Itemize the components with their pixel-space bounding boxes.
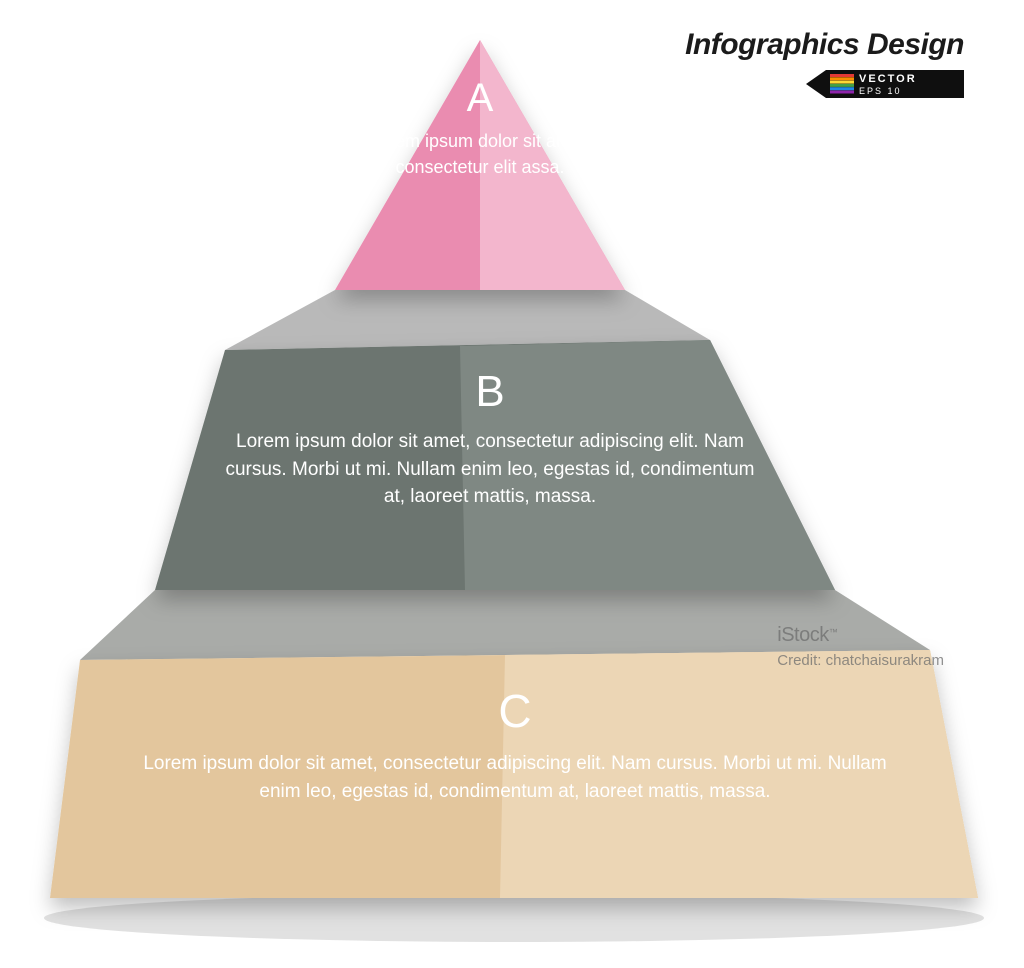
trademark-icon: ™ xyxy=(829,627,838,637)
watermark-brand: iStock xyxy=(777,624,828,646)
tier-b-letter: B xyxy=(220,370,760,414)
watermark-credit-label: Credit: xyxy=(777,652,821,669)
tier-c-letter: C xyxy=(130,688,900,734)
tier-a-text: A Lorem ipsum dolor sit amet, consectetu… xyxy=(360,78,600,180)
tier-a-letter: A xyxy=(360,78,600,118)
watermark: iStock™ Credit: chatchaisurakram xyxy=(777,620,944,673)
tier-b-body: Lorem ipsum dolor sit amet, consectetur … xyxy=(220,428,760,511)
watermark-credit-value: chatchaisurakram xyxy=(826,652,944,669)
tier-c-text: C Lorem ipsum dolor sit amet, consectetu… xyxy=(130,688,900,805)
infographic-canvas: Infographics Design VECTOR EPS 10 A Lore… xyxy=(0,0,1024,968)
tier-a-body: Lorem ipsum dolor sit amet, consectetur … xyxy=(360,128,600,180)
tier-b-text: B Lorem ipsum dolor sit amet, consectetu… xyxy=(220,370,760,511)
tier-c-body: Lorem ipsum dolor sit amet, consectetur … xyxy=(130,750,900,805)
